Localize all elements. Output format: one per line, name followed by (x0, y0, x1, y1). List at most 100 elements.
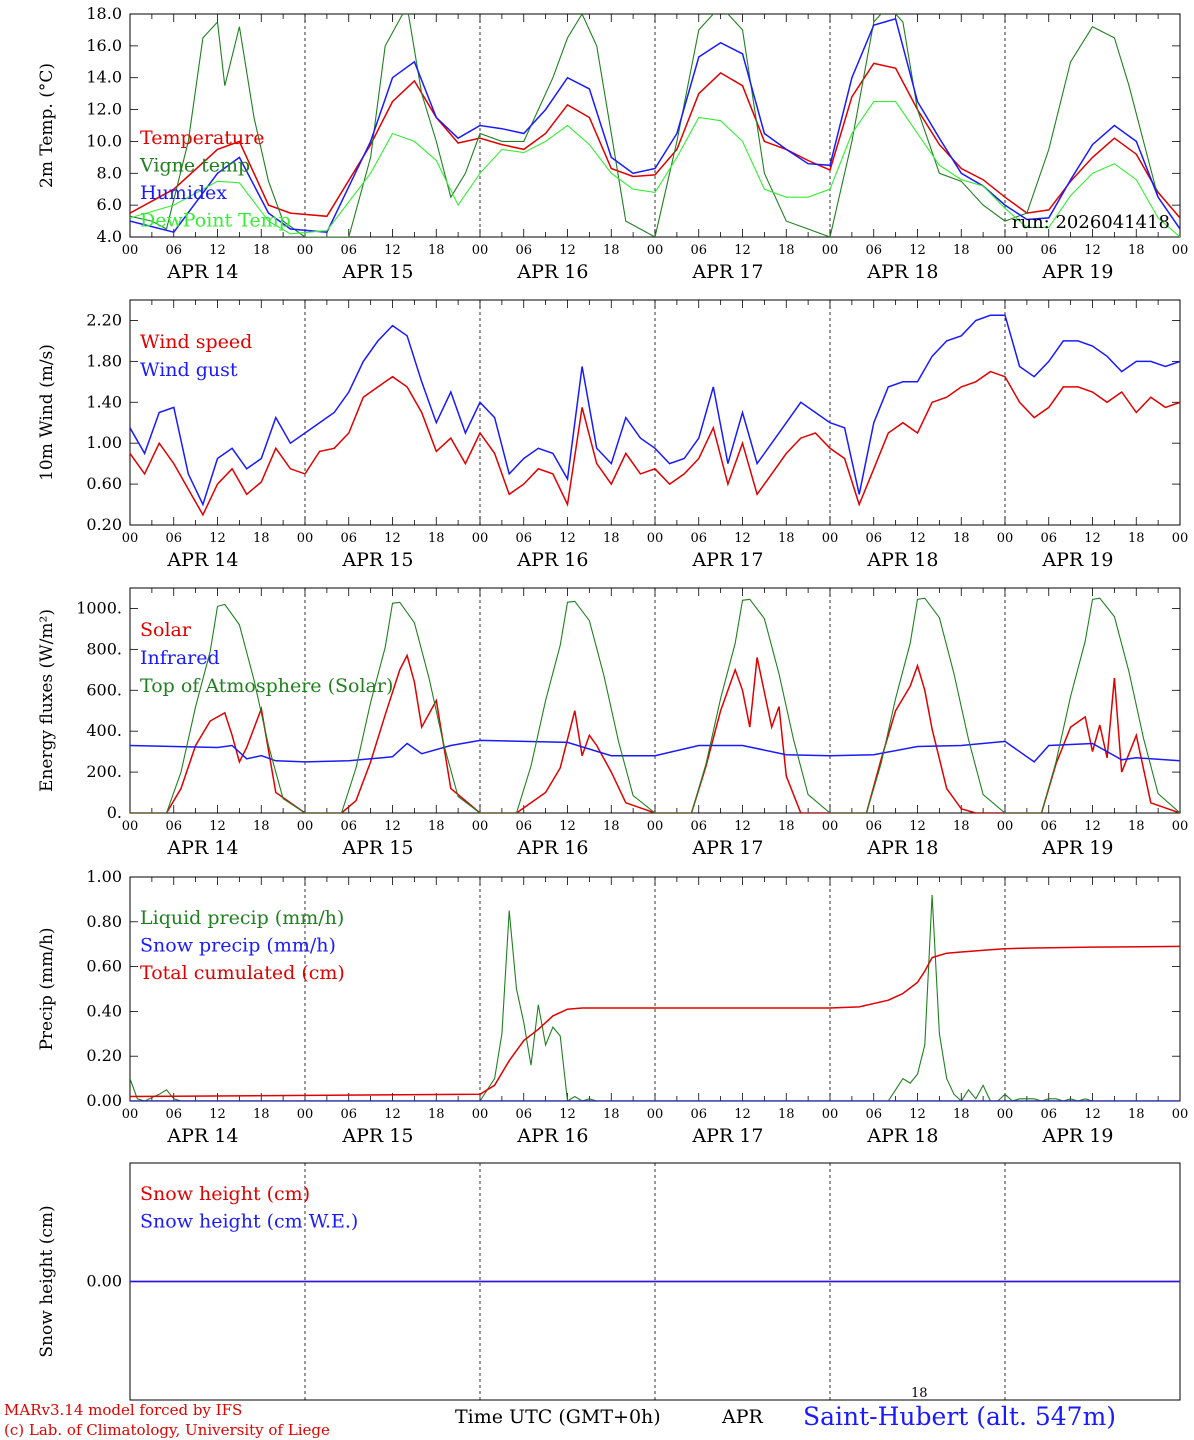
x-tick-label: 18 (603, 243, 620, 258)
day-label: APR 18 (866, 837, 938, 859)
y-tick-label: 8.0 (97, 163, 122, 182)
x-tick-label: 06 (165, 1107, 182, 1122)
x-tick-label: 06 (1040, 531, 1057, 546)
y-tick-label: 16.0 (86, 36, 122, 55)
x-tick-label: 12 (384, 243, 401, 258)
x-tick-label: 06 (1040, 819, 1057, 834)
x-tick-label: 12 (559, 1107, 576, 1122)
x-tick-label: 00 (472, 819, 489, 834)
y-tick-label: 0.80 (86, 912, 122, 931)
day-label: APR 19 (1041, 837, 1113, 859)
series-line-wind-speed (130, 370, 1180, 517)
x-tick-label: 00 (472, 531, 489, 546)
x-tick-label: 00 (297, 531, 314, 546)
x-tick-label: 12 (209, 819, 226, 834)
x-tick-label: 00 (122, 243, 139, 258)
y-tick-label: 1.00 (86, 433, 122, 452)
x-tick-label: 00 (822, 243, 839, 258)
series-line-infrared (130, 739, 1180, 763)
x-tick-label: 00 (122, 531, 139, 546)
legend-entry: Wind gust (140, 359, 238, 381)
legend-entry: Top of Atmosphere (Solar) (140, 675, 393, 697)
day-label: APR 16 (516, 1125, 588, 1147)
x-tick-label: 12 (909, 531, 926, 546)
run-annotation: run: 2026041418 (1012, 212, 1170, 233)
x-tick-label: 06 (690, 819, 707, 834)
day-label: APR 19 (1041, 261, 1113, 283)
x-tick-label: 18 (953, 243, 970, 258)
y-tick-label: 10.0 (86, 131, 122, 150)
day-label: APR 17 (691, 837, 763, 859)
day-label: APR 15 (341, 1125, 413, 1147)
day-label: APR 14 (166, 1125, 238, 1147)
series-line-dewpoint-temp (130, 101, 1180, 237)
x-tick-label: 12 (384, 531, 401, 546)
x-tick-label: 06 (515, 1107, 532, 1122)
x-tick-label: 06 (340, 531, 357, 546)
x-tick-label: 06 (340, 1107, 357, 1122)
x-tick-label: 06 (340, 243, 357, 258)
x-tick-label: 18 (1128, 1107, 1145, 1122)
x-tick-label: 00 (647, 531, 664, 546)
y-axis-title: Precip (mm/h) (37, 927, 57, 1050)
series-line-temperature (130, 62, 1180, 219)
y-tick-label: 14.0 (86, 68, 122, 87)
x-tick-label: 18 (428, 243, 445, 258)
x-tick-label: 06 (340, 819, 357, 834)
y-tick-label: 0. (107, 803, 122, 822)
legend-entry: Infrared (140, 647, 220, 669)
credit-model: MARv3.14 model forced by IFS (4, 1401, 243, 1419)
x-tick-label: 06 (865, 1107, 882, 1122)
x-tick-label: 06 (515, 819, 532, 834)
legend-entry: Humidex (140, 182, 227, 204)
x-tick-label: 12 (734, 819, 751, 834)
x-tick-label: 00 (122, 1107, 139, 1122)
x-tick-label: 06 (1040, 243, 1057, 258)
y-tick-label: 0.20 (86, 1046, 122, 1065)
x-tick-label: 18 (953, 531, 970, 546)
day-label: APR 19 (1041, 549, 1113, 571)
x-tick-label: 00 (997, 243, 1014, 258)
x-tick-label: 12 (209, 531, 226, 546)
x-tick-label: 18 (778, 819, 795, 834)
x-tick-label: 18 (428, 819, 445, 834)
x-tick-label: 00 (1172, 531, 1189, 546)
x-tick-label: 00 (997, 531, 1014, 546)
y-tick-label: 0.60 (86, 957, 122, 976)
x-tick-label: 18 (778, 243, 795, 258)
x-tick-label: 18 (428, 1107, 445, 1122)
x-tick-label: 12 (909, 819, 926, 834)
series-line-humidex (130, 17, 1180, 234)
day-label: APR 18 (866, 549, 938, 571)
x-tick-label: 00 (122, 819, 139, 834)
x-tick-label: 00 (647, 1107, 664, 1122)
series-line-liquid-precip-mm-h- (130, 894, 1180, 1101)
x-tick-label: 06 (165, 243, 182, 258)
day-label: APR 16 (516, 549, 588, 571)
y-tick-label: 6.0 (97, 195, 122, 214)
y-tick-label: 0.40 (86, 1001, 122, 1020)
series-line-vigne-temp (130, 14, 1180, 237)
x-tick-label: 00 (297, 243, 314, 258)
x-tick-label: 12 (384, 819, 401, 834)
x-tick-label: 18 (603, 531, 620, 546)
x-tick-label: 18 (428, 531, 445, 546)
plot-frame (129, 587, 1181, 814)
legend-entry: Solar (140, 619, 192, 641)
y-tick-label: 4.0 (97, 227, 122, 246)
x-tick-label: 18 (778, 1107, 795, 1122)
x-tick-label: 12 (734, 1107, 751, 1122)
y-tick-label: 2.20 (86, 310, 122, 329)
x-tick-label: 12 (1084, 531, 1101, 546)
day-label: APR 18 (866, 1125, 938, 1147)
day-label: APR 17 (691, 261, 763, 283)
x-tick-label: 06 (165, 531, 182, 546)
series-line-wind-gust (130, 314, 1180, 507)
x-tick-label: 06 (865, 531, 882, 546)
x-tick-label: 12 (909, 1107, 926, 1122)
time-axis-title: Time UTC (GMT+0h) (455, 1406, 661, 1428)
credit-lab: (c) Lab. of Climatology, University of L… (4, 1421, 330, 1439)
x-tick-label: 06 (1040, 1107, 1057, 1122)
legend-entry: Total cumulated (cm) (140, 962, 345, 984)
